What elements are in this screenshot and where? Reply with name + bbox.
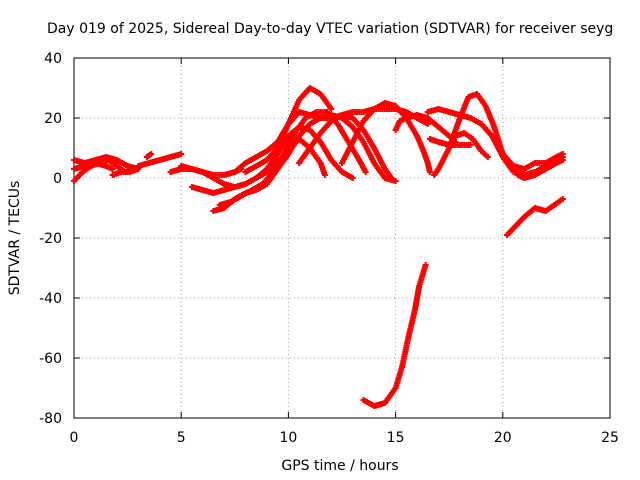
y-tick-label: -40 — [39, 291, 62, 307]
series-arc-06 — [143, 151, 155, 160]
y-tick-label: 40 — [44, 51, 62, 67]
data-point — [424, 121, 431, 127]
x-tick-labels: 0 5 10 15 20 25 — [70, 430, 619, 446]
data-point — [392, 178, 399, 184]
x-tick-label: 20 — [494, 430, 512, 446]
series-arc-20 — [431, 91, 566, 178]
x-axis-title: GPS time / hours — [281, 458, 398, 474]
data-point — [109, 166, 116, 172]
y-tick-label: 0 — [53, 171, 62, 187]
y-axis-title: SDTVAR / TECUs — [7, 181, 23, 296]
y-tick-label: -20 — [39, 231, 62, 247]
series-arc-17 — [392, 112, 459, 145]
x-tick-label: 25 — [601, 430, 619, 446]
y-tick-labels: -80 -60 -40 -20 0 20 40 — [39, 51, 62, 427]
x-tick-label: 10 — [279, 430, 297, 446]
data-point — [148, 151, 155, 157]
data-point — [559, 151, 566, 157]
y-tick-label: -80 — [39, 411, 62, 427]
data-point — [321, 172, 328, 178]
data-point — [467, 142, 474, 148]
data-point — [362, 169, 369, 175]
data-point — [422, 262, 429, 268]
series-arc-09 — [188, 157, 281, 196]
series-arc-14 — [285, 136, 328, 178]
data-point — [559, 157, 566, 163]
series-arc-24 — [360, 262, 429, 409]
x-tick-label: 0 — [70, 430, 79, 446]
data-point — [484, 154, 491, 160]
series-arc-21 — [452, 130, 491, 160]
x-tick-label: 15 — [387, 430, 405, 446]
data-point — [178, 151, 185, 157]
data-point — [559, 196, 566, 202]
series-arc-05 — [135, 151, 185, 169]
series-arc-15 — [296, 112, 395, 181]
x-tick-label: 5 — [177, 430, 186, 446]
data-series — [71, 85, 566, 409]
series-arc-13 — [242, 85, 335, 175]
data-point — [388, 175, 395, 181]
series-arc-16 — [339, 100, 433, 175]
y-tick-label: 20 — [44, 111, 62, 127]
chart-title: Day 019 of 2025, Sidereal Day-to-day VTE… — [47, 21, 613, 37]
y-tick-label: -60 — [39, 351, 62, 367]
series-arc-23 — [504, 196, 566, 238]
data-point — [349, 175, 356, 181]
axis-ticks — [73, 57, 611, 419]
series-arc-03 — [71, 160, 116, 172]
data-point — [426, 169, 433, 175]
series-arc-22 — [506, 157, 566, 181]
data-point — [328, 106, 335, 112]
